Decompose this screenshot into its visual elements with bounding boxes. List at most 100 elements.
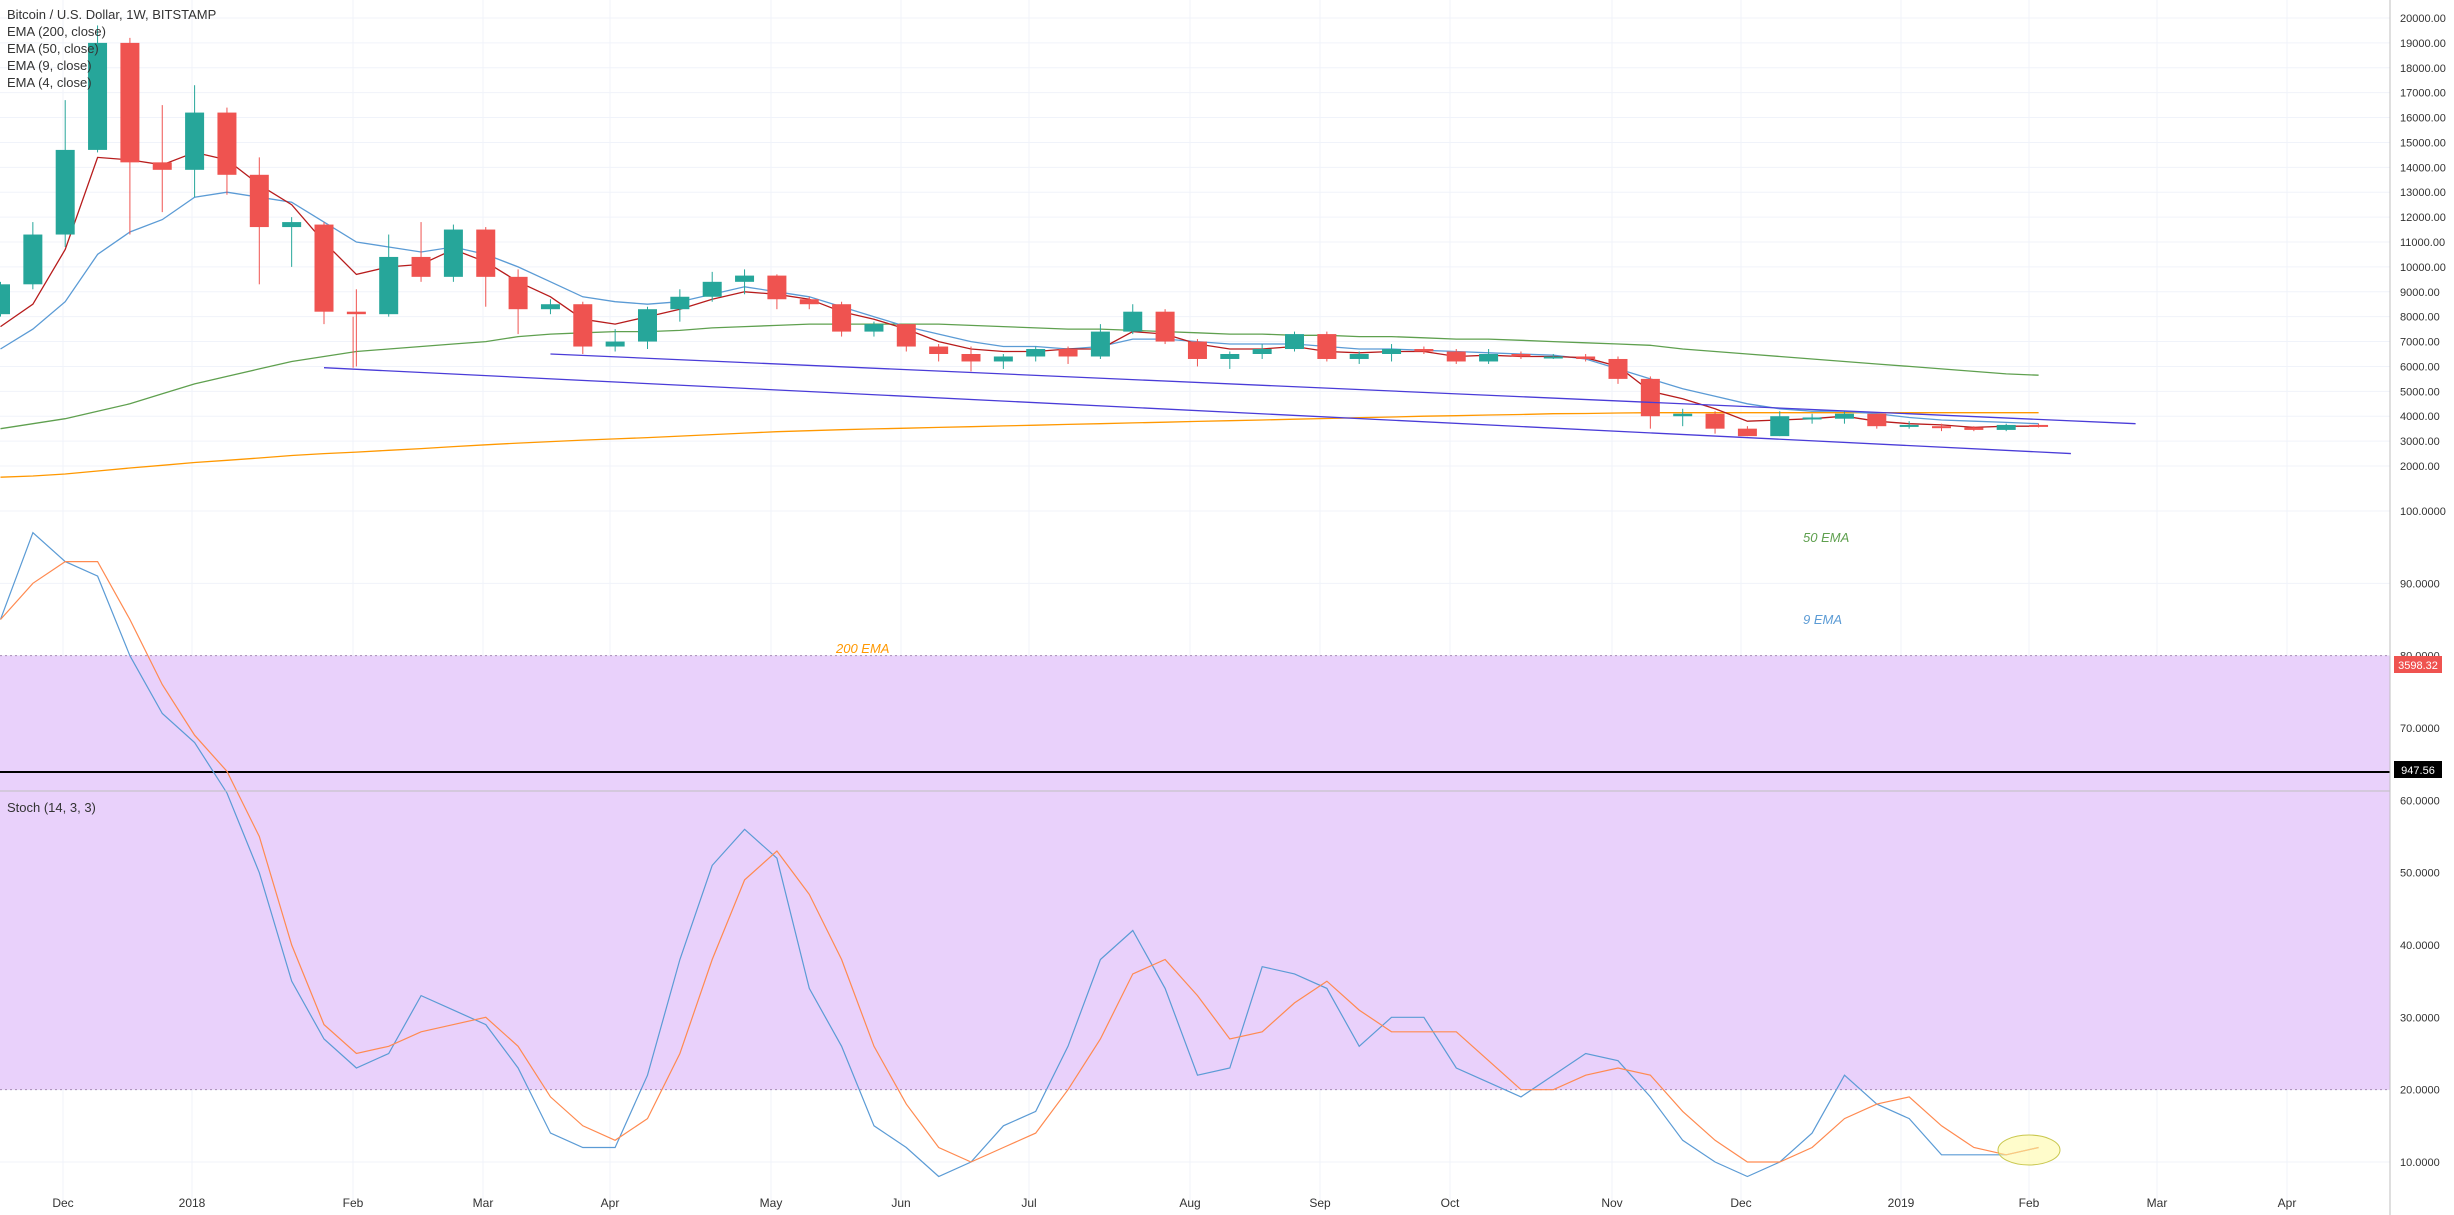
candle	[1899, 421, 1919, 429]
candle	[1867, 413, 1887, 429]
candle	[379, 234, 399, 317]
candle	[1155, 309, 1175, 345]
legend-ema9[interactable]: EMA (9, close)	[7, 58, 92, 73]
trend-lines[interactable]	[323, 316, 2136, 455]
stoch-tick-label: 50.0000	[2400, 868, 2440, 880]
candle-body	[185, 112, 205, 170]
candle	[864, 321, 884, 337]
candle-body	[1576, 356, 1596, 359]
stoch-tick-label: 100.0000	[2400, 506, 2446, 518]
candle	[476, 227, 496, 307]
candle-body	[1867, 413, 1887, 427]
ema200-line	[0, 412, 2039, 478]
candle	[1511, 351, 1531, 359]
candle-body	[1802, 417, 1822, 420]
price-tick-label: 18000.00	[2400, 63, 2446, 75]
ema50-annotation: 50 EMA	[1803, 530, 1849, 545]
candle-body	[2029, 424, 2049, 427]
candle	[314, 222, 334, 325]
candle	[1608, 356, 1628, 384]
candle-body	[1317, 334, 1337, 359]
legend-ema4[interactable]: EMA (4, close)	[7, 75, 92, 90]
x-tick-label: Nov	[1601, 1196, 1622, 1210]
candle	[638, 306, 657, 350]
ema50-line	[0, 323, 2039, 430]
candle	[1705, 411, 1725, 434]
candle	[1446, 349, 1466, 364]
stoch-tick-label: 70.0000	[2400, 723, 2440, 735]
candle	[120, 37, 140, 235]
stoch-lines	[0, 531, 2039, 1178]
last-price-badge: 3598.32	[2394, 656, 2442, 673]
x-tick-label: Feb	[2019, 1196, 2040, 1210]
candle	[1932, 423, 1951, 432]
candle	[2029, 423, 2049, 428]
candle	[1382, 344, 1402, 362]
candle	[1996, 423, 2016, 432]
candle-body	[55, 149, 75, 235]
candle-body	[1996, 424, 2016, 430]
candle-body	[1349, 354, 1369, 359]
x-tick-label: Apr	[601, 1196, 620, 1210]
candle	[23, 222, 43, 290]
candle-body	[605, 341, 625, 347]
candle-body	[1640, 378, 1660, 417]
candle	[411, 222, 431, 282]
x-tick-label: Feb	[343, 1196, 364, 1210]
candle	[799, 296, 819, 310]
candle	[346, 289, 366, 367]
candle	[832, 301, 852, 337]
candle	[1058, 346, 1078, 364]
candle	[185, 85, 205, 198]
candle	[1543, 354, 1563, 359]
price-tick-label: 9000.00	[2400, 287, 2440, 299]
stoch-legend[interactable]: Stoch (14, 3, 3)	[7, 800, 96, 815]
price-tick-label: 6000.00	[2400, 361, 2440, 373]
candle	[573, 301, 593, 354]
highlight-ellipse[interactable]	[1997, 1134, 2061, 1166]
candle-body	[670, 296, 690, 310]
candle	[1252, 344, 1272, 359]
candle	[1285, 331, 1304, 352]
candle-body	[0, 284, 10, 315]
stoch-tick-label: 10.0000	[2400, 1157, 2440, 1169]
price-tick-label: 4000.00	[2400, 411, 2440, 423]
candle	[1349, 351, 1369, 364]
candle-body	[702, 281, 722, 297]
trend-line	[550, 353, 2136, 425]
x-tick-label: 2018	[179, 1196, 206, 1210]
x-tick-label: Apr	[2278, 1196, 2297, 1210]
candle	[605, 329, 625, 352]
price-tick-label: 14000.00	[2400, 162, 2446, 174]
candle	[896, 324, 916, 352]
candle	[1802, 413, 1822, 424]
candle-body	[1932, 426, 1951, 429]
candle-body	[1155, 311, 1175, 342]
candle	[249, 157, 269, 285]
candle	[1123, 304, 1143, 335]
candle-body	[1414, 349, 1434, 352]
candle-body	[282, 222, 302, 228]
candle	[217, 107, 237, 195]
price-tick-label: 8000.00	[2400, 312, 2440, 324]
candle-body	[735, 275, 755, 282]
legend-ema50[interactable]: EMA (50, close)	[7, 41, 99, 56]
candle-body	[540, 304, 560, 310]
candlesticks[interactable]	[0, 25, 2049, 437]
candle	[670, 289, 690, 322]
candle	[282, 217, 302, 267]
x-tick-label: May	[760, 1196, 783, 1210]
candle-body	[864, 324, 884, 332]
candle-body	[443, 229, 463, 277]
price-tick-label: 11000.00	[2400, 237, 2445, 249]
legend-ema200[interactable]: EMA (200, close)	[7, 24, 106, 39]
candle	[443, 224, 463, 282]
candle-body	[799, 299, 819, 305]
candle-body	[476, 229, 496, 277]
candle-body	[573, 304, 593, 347]
x-tick-label: Dec	[52, 1196, 73, 1210]
price-tick-label: 10000.00	[2400, 262, 2446, 274]
candle	[1414, 346, 1434, 354]
candle	[961, 346, 981, 372]
